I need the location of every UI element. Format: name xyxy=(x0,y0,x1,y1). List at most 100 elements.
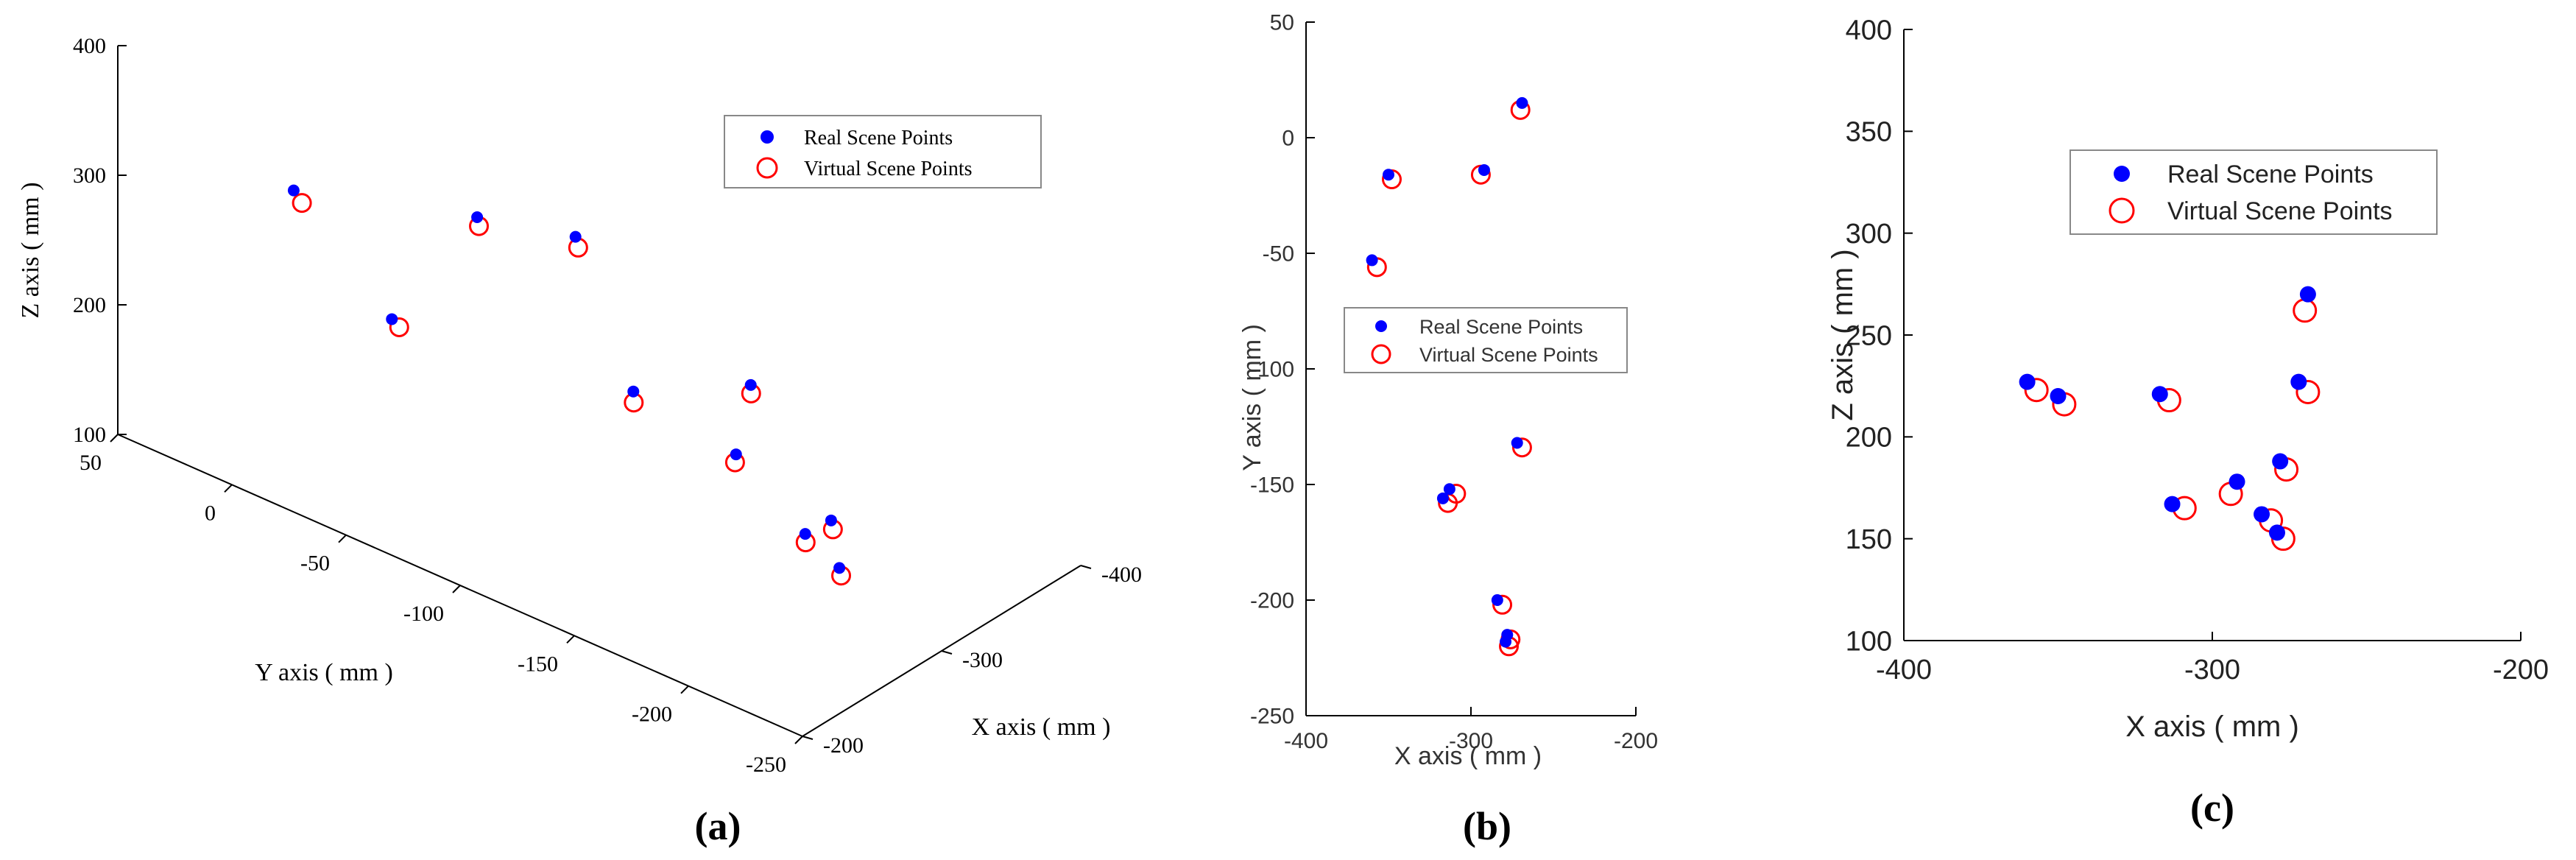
panel-c-legend-real-label: Real Scene Points xyxy=(2167,161,2374,188)
panel-a-z-tick-label: 200 xyxy=(73,293,106,317)
panel-a-points xyxy=(287,184,852,586)
panel-c-legend-real-marker xyxy=(2114,166,2130,182)
panel-b-subtitle: (b) xyxy=(1463,804,1511,848)
panel-a-y-tick-mark xyxy=(566,635,575,644)
panel-c-y-tick-label: 200 xyxy=(1846,423,1892,454)
panel-b-legend-virtual-label: Virtual Scene Points xyxy=(1419,344,1598,366)
panel-b-real-point xyxy=(1443,483,1455,496)
panel-a-real-point xyxy=(730,448,742,461)
panel-b-y-tick-label: -50 xyxy=(1263,242,1294,267)
panel-b-y-tick-label: -250 xyxy=(1250,705,1294,729)
panel-c-ticks: -400 -300 -200 100 150 200 250 300 350 400 xyxy=(1846,15,2549,685)
panel-c-y-tick-label: 400 xyxy=(1846,15,1892,46)
panel-b-x-tick-label: -300 xyxy=(1449,729,1493,753)
panel-a-y-tick-label: -100 xyxy=(403,602,444,626)
panel-c-x-axis-label: X axis ( mm ) xyxy=(2125,711,2299,743)
panel-b-y-tick-label: 0 xyxy=(1282,127,1294,151)
panel-a-y-tick-mark xyxy=(338,534,347,543)
panel-c-axes xyxy=(1903,29,2521,641)
panel-c-y-tick-label: 150 xyxy=(1846,524,1892,555)
panel-b-y-axis-label: Y axis ( mm ) xyxy=(1238,324,1266,471)
panel-a-z-tick-label: 400 xyxy=(73,34,106,58)
panel-b-real-point xyxy=(1516,96,1528,109)
panel-b-virtual-point xyxy=(1492,594,1513,615)
panel-a-real-point xyxy=(471,211,484,224)
panel-b-legend-box xyxy=(1344,307,1628,373)
panel-c-real-point xyxy=(2164,496,2181,512)
panel-b-real-point xyxy=(1500,635,1512,648)
panel-c-real-point xyxy=(2229,473,2245,490)
panel-a-x-tick-mark xyxy=(941,650,953,655)
panel-c-x-tick-label: -300 xyxy=(2184,655,2240,685)
panel-a-y-tick-mark xyxy=(794,736,803,744)
panel-c-legend-virtual-marker xyxy=(2109,197,2135,224)
panel-c-real-point xyxy=(2254,506,2270,523)
panel-a-legend-box xyxy=(724,115,1042,188)
panel-a-x-tick-mark xyxy=(1080,565,1092,569)
panel-a-y-tick-mark xyxy=(680,685,689,694)
panel-a-real-point xyxy=(833,562,846,574)
panel-c-legend-box xyxy=(2069,149,2438,235)
panel-b-real-point xyxy=(1366,254,1378,267)
panel-a-x-axis-line xyxy=(802,565,1081,737)
panel-a-legend-virtual-marker xyxy=(756,157,778,179)
panel-a-legend: Real Scene Points Virtual Scene Points xyxy=(724,115,1042,188)
panel-a-y-axis-line xyxy=(117,434,803,737)
panel-b-x-axis-label: X axis ( mm ) xyxy=(1394,742,1542,770)
panel-a-z-tick-label: 300 xyxy=(73,163,106,188)
panel-c-x-tick-label: -200 xyxy=(2493,655,2549,685)
panel-b-real-point xyxy=(1491,594,1503,606)
panel-a-y-tick-mark xyxy=(452,585,461,593)
panel-c-x-tick-label: -400 xyxy=(1876,655,1932,685)
panel-a-z-tick-label: 100 xyxy=(73,423,106,447)
panel-c-y-tick-label: 350 xyxy=(1846,117,1892,148)
panel-a-z-axis-label: Z axis ( mm ) xyxy=(17,182,44,318)
panel-b-x-tick-label: -200 xyxy=(1614,729,1658,753)
panel-b-legend-real-marker xyxy=(1375,320,1387,332)
panel-b-xy-scatter: -400 -300 -200 50 0 -50 -100 -150 -200 -250 Y axi… xyxy=(1238,11,1658,849)
panel-c-legend-virtual-label: Virtual Scene Points xyxy=(2167,197,2393,225)
panel-b-y-tick-label: 50 xyxy=(1270,11,1294,35)
panel-c-virtual-point xyxy=(2296,379,2321,404)
panel-a-3d-scatter: 400 300 200 100 50 0 -50 -100 -150 -200 -250 -200 -3… xyxy=(17,34,1142,848)
panel-c-xz-scatter: -400 -300 -200 100 150 200 250 300 350 400 Z axis… xyxy=(1827,15,2549,830)
panel-c-virtual-point xyxy=(2293,298,2318,323)
panel-b-real-point xyxy=(1511,437,1523,449)
panel-a-y-tick-label: -50 xyxy=(300,551,330,576)
panel-a-y-tick-label: -250 xyxy=(746,752,786,777)
panel-c-real-point xyxy=(2272,453,2289,470)
panel-c-real-point xyxy=(2050,388,2067,404)
panel-b-real-point xyxy=(1436,492,1449,504)
panel-a-real-point xyxy=(799,528,811,540)
panel-b-legend-virtual-marker xyxy=(1371,344,1391,364)
panel-c-y-axis-label: Z axis ( mm ) xyxy=(1827,249,1859,420)
panel-a-real-point xyxy=(744,378,757,391)
panel-c-y-tick-label: 100 xyxy=(1846,626,1892,657)
panel-a-real-point xyxy=(386,313,398,325)
panel-c-real-point xyxy=(2290,373,2307,390)
panel-a-virtual-point xyxy=(292,193,312,214)
panel-a-virtual-point xyxy=(389,317,409,337)
panel-b-real-point xyxy=(1478,163,1490,176)
panel-b-legend: Real Scene Points Virtual Scene Points xyxy=(1344,307,1628,373)
panel-a-real-point xyxy=(287,184,300,197)
panel-a-y-tick-mark xyxy=(224,484,233,493)
panel-a-subtitle: (a) xyxy=(695,804,741,848)
panel-c-y-tick-label: 250 xyxy=(1846,320,1892,351)
panel-c-real-point xyxy=(2151,386,2168,403)
panel-b-y-tick-label: -100 xyxy=(1250,358,1294,382)
panel-c-legend: Real Scene Points Virtual Scene Points xyxy=(2069,149,2438,235)
panel-a-y-tick-label: 0 xyxy=(205,501,216,525)
panel-b-real-point xyxy=(1383,169,1394,181)
panel-a-y-tick-label: -150 xyxy=(518,652,558,676)
panel-a-real-point xyxy=(825,514,837,526)
panel-a-y-axis-label: Y axis ( mm ) xyxy=(255,659,393,686)
panel-a-y-tick-label: -200 xyxy=(632,702,672,727)
panel-b-ticks: -400 -300 -200 50 0 -50 -100 -150 -200 -250 xyxy=(1250,11,1658,754)
panel-b-legend-real-label: Real Scene Points xyxy=(1419,316,1583,338)
panel-a-y-tick-mark xyxy=(110,434,119,443)
panel-a-legend-real-label: Real Scene Points xyxy=(804,127,953,149)
panel-a-x-tick-label: -300 xyxy=(962,648,1003,672)
panel-c-real-point xyxy=(2019,373,2036,390)
